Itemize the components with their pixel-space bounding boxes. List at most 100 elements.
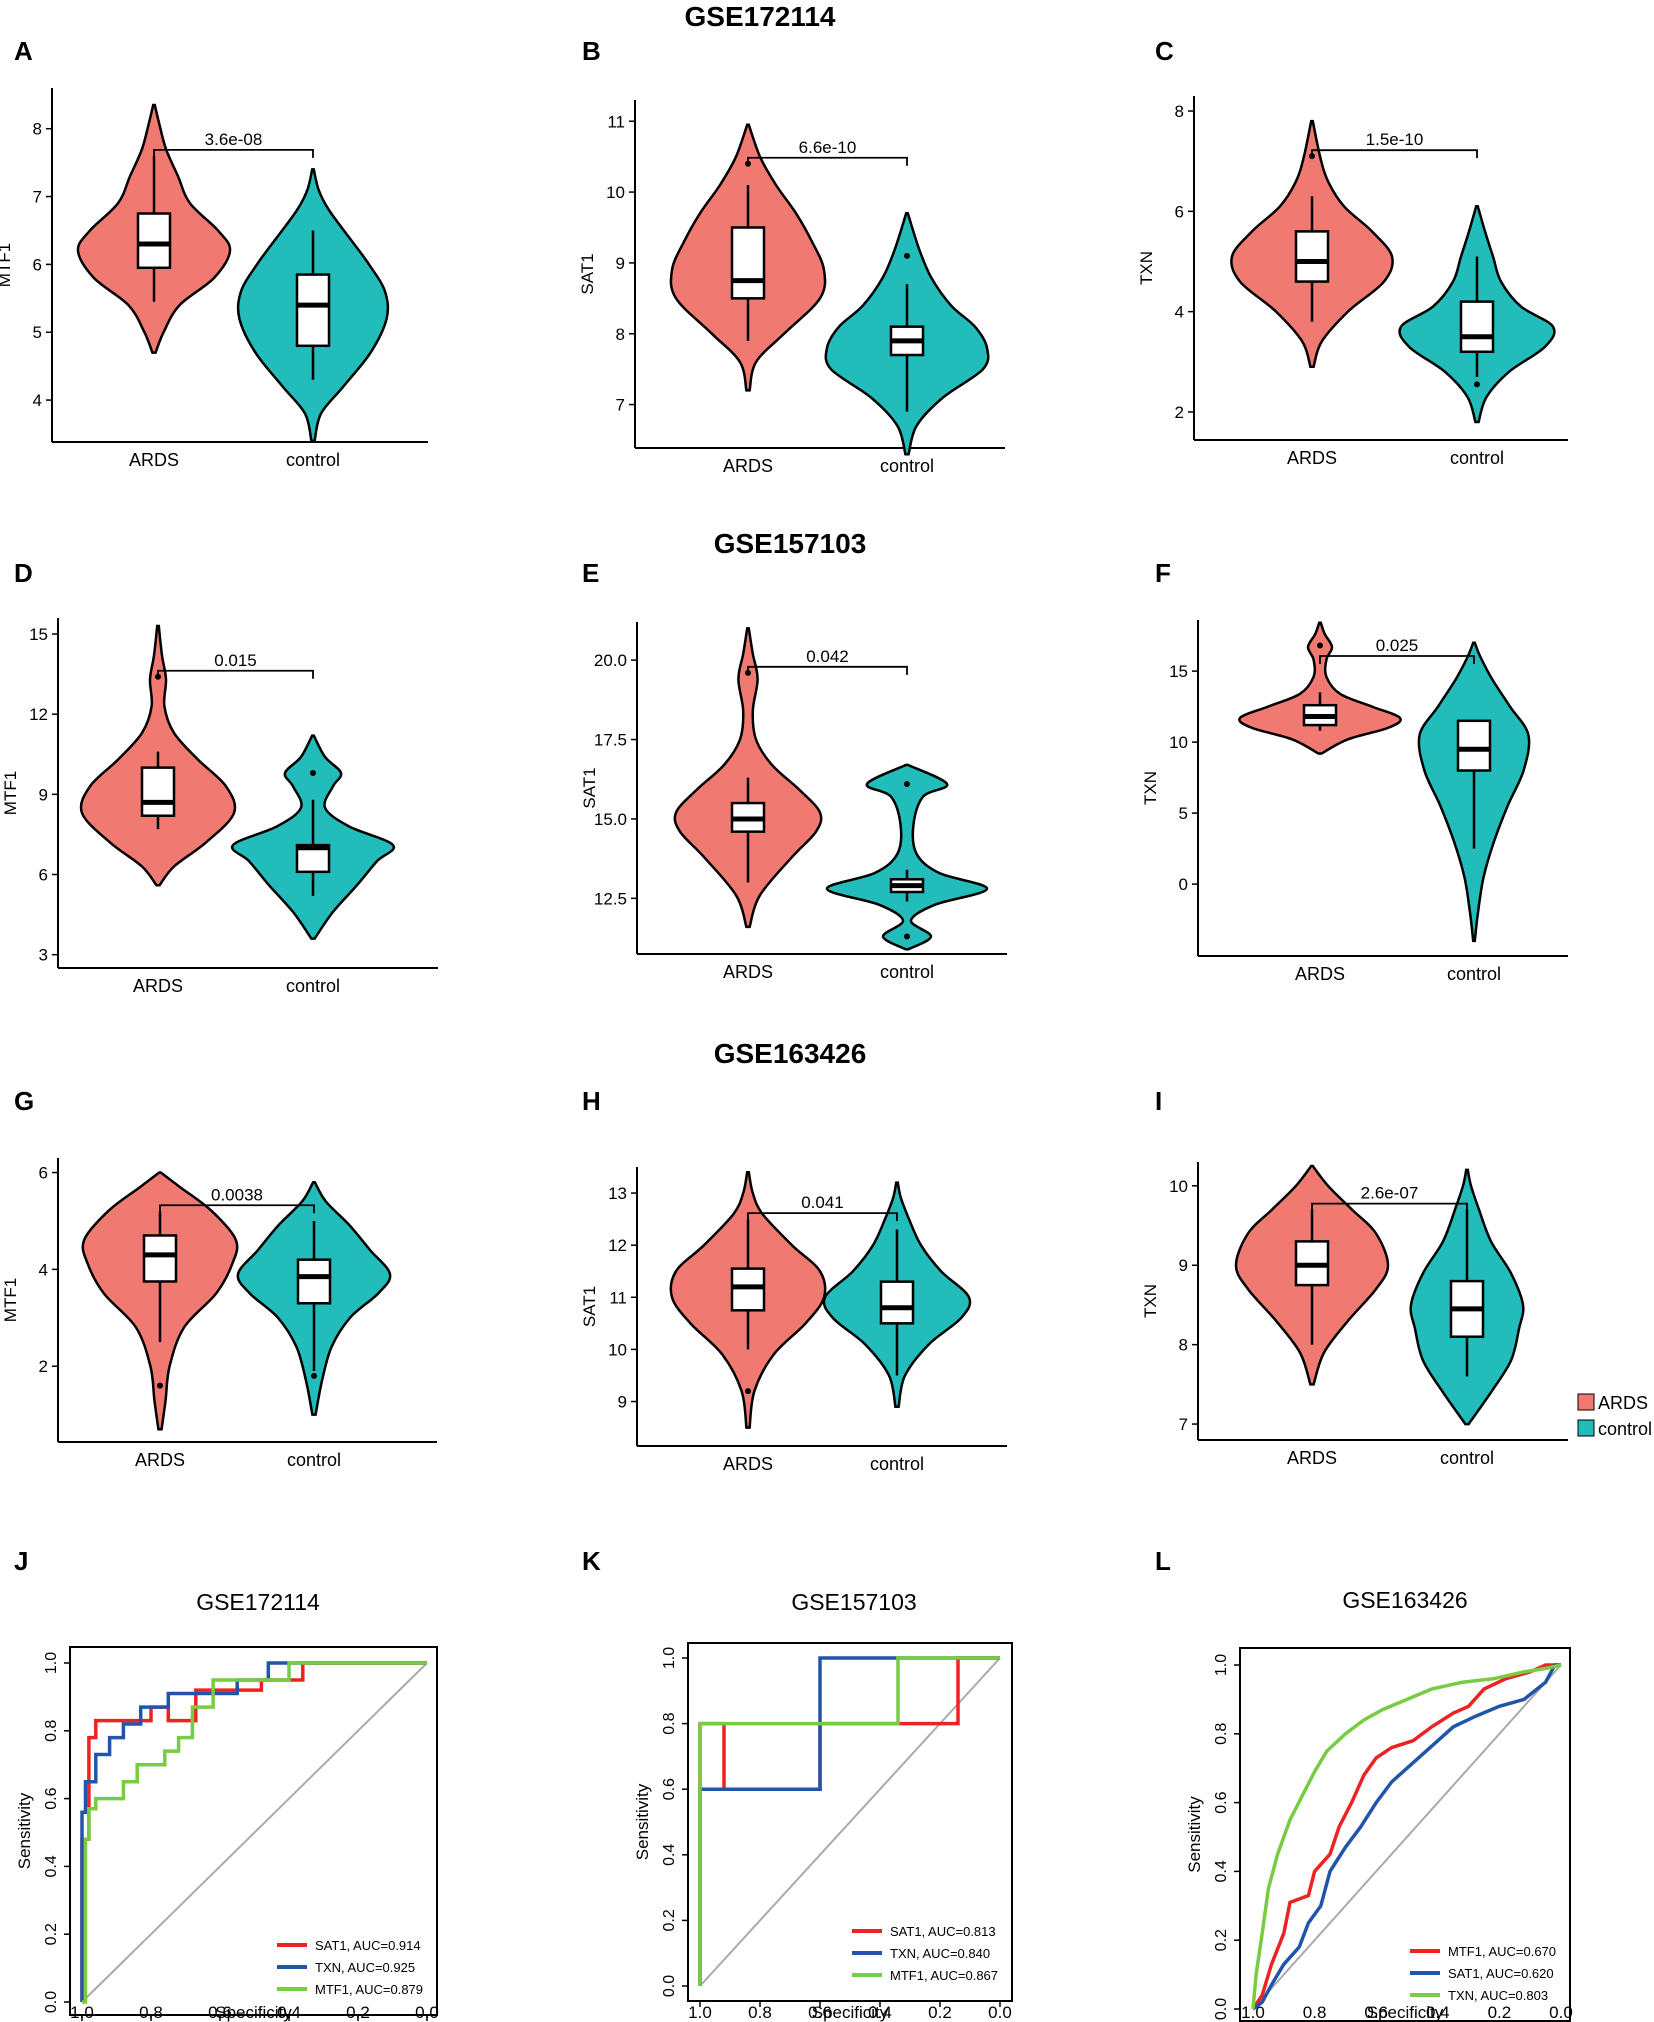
y-axis-label: MTF1: [1, 771, 20, 815]
panel-label: C: [1155, 36, 1174, 66]
x-tick-label: 1.0: [70, 2003, 94, 2022]
panel-k: K GSE157103 0.0 0.2 0.4 0.6 0.8 1.0 1.0 0.8 0.6 0.4…: [582, 1546, 1013, 2022]
outlier-point: [1317, 642, 1323, 649]
y-axis-label: SAT1: [580, 1286, 599, 1327]
legend-label-control: control: [1598, 1419, 1652, 1439]
y-tick-label: 10: [1169, 733, 1188, 752]
panel-e: E 12.5 15.0 17.5 20.0 SAT1 ARDS control 0.042: [580, 558, 1007, 982]
legend-label-ards: ARDS: [1598, 1393, 1648, 1413]
outlier-point: [904, 252, 910, 259]
significance-bracket: [153, 148, 314, 158]
significance-bracket: [1319, 655, 1475, 664]
reference-diagonal: [1252, 1664, 1562, 2010]
y-tick-label: 1.0: [1213, 1654, 1230, 1676]
y-tick-label: 8: [33, 120, 42, 139]
y-tick-label: 12.5: [594, 889, 627, 908]
x-tick-label: ARDS: [135, 1450, 185, 1470]
x-tick-label: 0.6: [808, 2003, 832, 2022]
panel-g: G 2 4 6 MTF1 ARDS control 0.0038: [1, 1086, 437, 1470]
x-tick-label: 0.8: [1303, 2003, 1327, 2022]
plot-frame: [687, 1642, 1013, 2002]
y-tick-label: 0.2: [43, 1923, 60, 1945]
p-value-label: 0.025: [1376, 636, 1419, 655]
box-control: [1459, 300, 1495, 354]
panel-d: D 3 6 9 12 15 MTF1 ARDS control 0.015: [1, 558, 438, 996]
legend-entry: MTF1, AUC=0.867: [890, 1968, 998, 1983]
y-tick-label: 13: [608, 1184, 627, 1203]
y-tick-label: 12: [29, 705, 48, 724]
panel-label: J: [14, 1546, 28, 1576]
violin-control: [825, 763, 989, 951]
x-tick-label: 0.0: [1549, 2003, 1573, 2022]
box-ards: [730, 1267, 766, 1312]
significance-bracket: [157, 669, 314, 679]
x-tick-label: 0.2: [1488, 2003, 1512, 2022]
y-tick-label: 0.8: [661, 1712, 678, 1734]
legend: ARDS control: [1577, 1393, 1652, 1439]
reference-diagonal: [699, 1657, 1001, 1987]
box-ards: [142, 1234, 178, 1283]
y-tick-label: 4: [1175, 303, 1184, 322]
roc-title: GSE163426: [1342, 1587, 1467, 1613]
x-tick-label: control: [287, 1450, 341, 1470]
panel-a: A 4 5 6 7 8 MTF1 ARDS control 3.6e-08: [0, 36, 428, 470]
x-tick-label: control: [880, 456, 934, 476]
y-tick-label: 1.0: [661, 1647, 678, 1669]
x-axis-label: Specificity: [1367, 2003, 1444, 2022]
legend-entry: SAT1, AUC=0.813: [890, 1924, 996, 1939]
x-tick-label: ARDS: [1287, 1448, 1337, 1468]
roc-curve-txn: [1251, 1663, 1562, 2010]
legend-entry: SAT1, AUC=0.914: [315, 1938, 421, 1953]
box-ards: [140, 766, 176, 817]
significance-bracket: [747, 665, 908, 675]
significance-bracket: [747, 1212, 898, 1222]
outlier-point: [1474, 381, 1480, 388]
panel-label: E: [582, 558, 599, 588]
roc-curve-mtf1: [1251, 1663, 1561, 2010]
x-tick-label: ARDS: [723, 1454, 773, 1474]
legend-entry: TXN, AUC=0.840: [890, 1946, 990, 1961]
panel-label: D: [14, 558, 33, 588]
y-tick-label: 5: [1179, 804, 1188, 823]
y-tick-label: 0: [1179, 875, 1188, 894]
box-control: [295, 273, 331, 348]
plot-frame: [1239, 1647, 1571, 2022]
panel-h: H 9 10 11 12 13 SAT1 ARDS control 0.041: [580, 1086, 1007, 1474]
y-tick-label: 8: [616, 325, 625, 344]
y-tick-label: 6: [33, 255, 42, 274]
x-tick-label: ARDS: [129, 450, 179, 470]
y-tick-label: 7: [1179, 1415, 1188, 1434]
y-tick-label: 10: [606, 183, 625, 202]
x-axis-label: Specificity: [215, 2003, 292, 2022]
plot-frame: [69, 1646, 438, 2016]
p-value-label: 0.042: [806, 647, 849, 666]
significance-bracket: [159, 1204, 315, 1214]
y-tick-label: 6: [1175, 202, 1184, 221]
y-tick-label: 5: [33, 323, 42, 342]
legend-entry: TXN, AUC=0.925: [315, 1960, 415, 1975]
x-tick-label: control: [880, 962, 934, 982]
p-value-label: 0.015: [214, 651, 257, 670]
y-tick-label: 9: [618, 1393, 627, 1412]
x-tick-label: control: [286, 976, 340, 996]
y-tick-label: 7: [33, 188, 42, 207]
box-ards: [136, 212, 172, 270]
y-axis-label: MTF1: [1, 1278, 20, 1322]
y-tick-label: 20.0: [594, 651, 627, 670]
x-tick-label: 0.4: [277, 2003, 301, 2022]
y-tick-label: 1.0: [43, 1652, 60, 1674]
y-tick-label: 8: [1179, 1336, 1188, 1355]
y-tick-label: 15: [1169, 662, 1188, 681]
significance-bracket: [1311, 1202, 1468, 1212]
legend-entry: MTF1, AUC=0.879: [315, 1982, 423, 1997]
x-tick-label: control: [286, 450, 340, 470]
y-axis-label: SAT1: [580, 767, 599, 808]
panel-i: I 7 8 9 10 TXN ARDS control 2.6e-07: [1141, 1086, 1568, 1468]
section-title-gse172114: GSE172114: [684, 1, 835, 32]
reference-diagonal: [81, 1662, 428, 2003]
y-tick-label: 10: [608, 1340, 627, 1359]
y-tick-label: 4: [39, 1260, 48, 1279]
panel-j: J GSE172114 0.0 0.2 0.4 0.6 0.8 1.0 1.0 0.8 0.6 0.4…: [14, 1546, 439, 2022]
box-control: [296, 1258, 332, 1305]
